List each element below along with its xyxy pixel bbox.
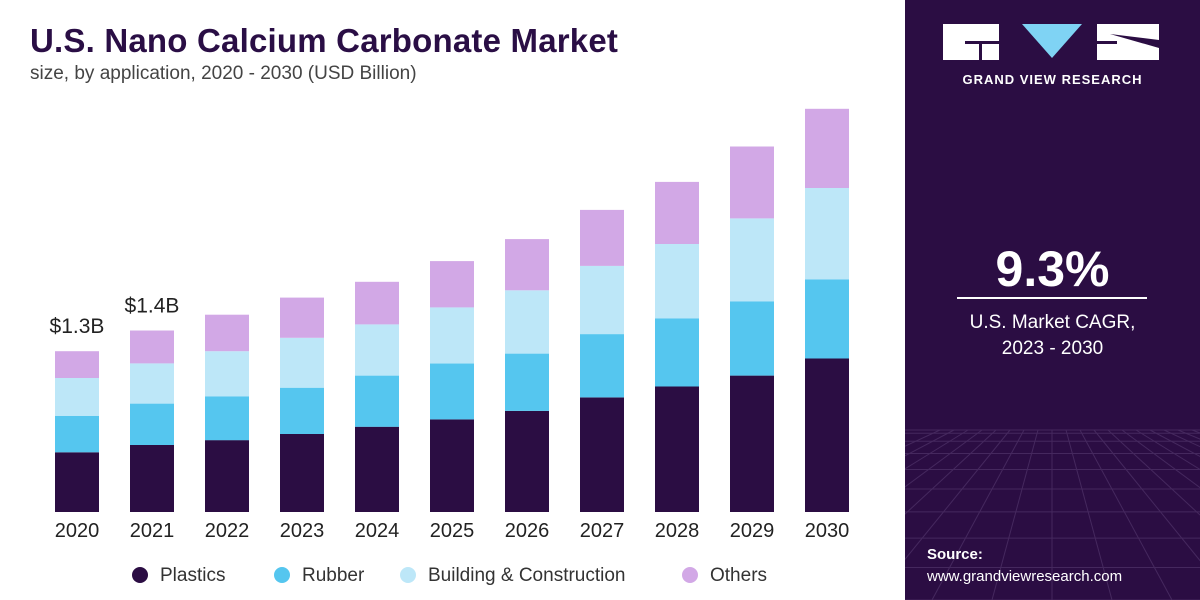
bar-plastics-2023 [280,434,324,512]
legend-swatch [274,567,290,583]
x-tick-label: 2020 [55,520,100,542]
bar-building-construction-2028 [655,244,699,319]
bar-building-construction-2023 [280,337,324,388]
bar-building-construction-2027 [580,265,624,335]
bar-building-construction-2026 [505,290,549,354]
brand-logo-icon [943,24,1159,60]
bar-plastics-2028 [655,386,699,512]
bar-building-construction-2030 [805,188,849,280]
legend-label: Building & Construction [428,565,626,586]
bar-plastics-2027 [580,397,624,512]
bar-rubber-2021 [130,403,174,445]
data-label: $1.4B [125,295,180,318]
bar-plastics-2022 [205,440,249,512]
cagr-label-line1: U.S. Market CAGR, [969,312,1136,333]
bar-others-2022 [205,314,249,352]
x-tick-label: 2025 [430,520,475,542]
x-tick-label: 2027 [580,520,625,542]
bar-plastics-2021 [130,445,174,512]
chart-panel: U.S. Nano Calcium Carbonate Market size,… [30,22,850,586]
bar-others-2023 [280,297,324,338]
bar-plastics-2024 [355,426,399,512]
source-title: Source: [927,546,983,563]
bar-rubber-2030 [805,279,849,359]
source-url: www.grandviewresearch.com [927,568,1123,585]
x-tick-label: 2021 [130,520,175,542]
cagr-label: U.S. Market CAGR, 2023 - 2030 [905,310,1200,362]
bar-building-construction-2024 [355,324,399,376]
bar-building-construction-2025 [430,307,474,364]
bar-rubber-2022 [205,396,249,441]
bar-building-construction-2020 [55,378,99,416]
bar-plastics-2025 [430,419,474,512]
bar-rubber-2027 [580,334,624,398]
bar-rubber-2025 [430,363,474,420]
sidebar-panel: GRAND VIEW RESEARCH 9.3% U.S. Market CAG… [905,0,1200,600]
legend-swatch [400,567,416,583]
bar-others-2027 [580,209,624,266]
bar-rubber-2020 [55,415,99,453]
bar-others-2029 [730,146,774,219]
x-tick-label: 2030 [805,520,850,542]
bar-others-2024 [355,281,399,325]
bar-plastics-2030 [805,358,849,512]
bar-others-2025 [430,261,474,308]
x-tick-label: 2029 [730,520,775,542]
bar-plastics-2026 [505,410,549,512]
stacked-bar-chart: 2020 2021 2022 2023 2024 2025 2026 2027 2028 2029… [50,108,850,586]
bar-others-2021 [130,330,174,364]
x-tick-label: 2028 [655,520,700,542]
cagr-label-line2: 2023 - 2030 [1001,338,1104,359]
bar-plastics-2029 [730,375,774,512]
x-tick-label: 2026 [505,520,550,542]
bar-plastics-2020 [55,452,99,512]
bar-rubber-2026 [505,353,549,411]
x-tick-label: 2024 [355,520,400,542]
legend-swatch [132,567,148,583]
bar-rubber-2029 [730,301,774,376]
legend-label: Others [710,565,767,586]
bar-rubber-2024 [355,375,399,427]
data-label: $1.3B [50,315,105,338]
bar-building-construction-2021 [130,363,174,404]
grid-decoration [905,429,1200,600]
bar-others-2028 [655,181,699,244]
bar-rubber-2028 [655,318,699,387]
cagr-value: 9.3% [995,241,1110,297]
legend-label: Rubber [302,565,365,586]
x-tick-label: 2022 [205,520,250,542]
bar-others-2030 [805,108,849,188]
bar-building-construction-2029 [730,218,774,302]
bar-others-2026 [505,239,549,291]
bar-rubber-2023 [280,387,324,434]
bar-building-construction-2022 [205,351,249,397]
legend-label: Plastics [160,565,225,586]
bar-others-2020 [55,351,99,378]
chart-subtitle: size, by application, 2020 - 2030 (USD B… [30,63,417,84]
divider [957,297,1147,299]
brand-name: GRAND VIEW RESEARCH [962,72,1143,87]
x-tick-label: 2023 [280,520,325,542]
legend-swatch [682,567,698,583]
chart-title: U.S. Nano Calcium Carbonate Market [30,22,619,59]
